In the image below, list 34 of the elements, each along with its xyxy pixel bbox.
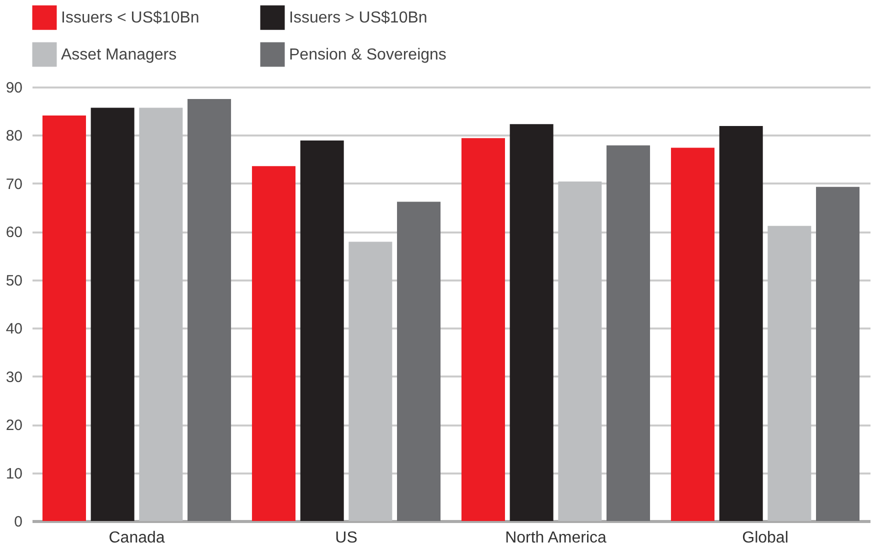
bar	[42, 115, 86, 521]
bar	[670, 148, 714, 521]
bar	[719, 126, 763, 521]
bar	[816, 186, 860, 521]
legend-label: Issuers > US$10Bn	[289, 10, 428, 27]
y-tick-label: 10	[6, 465, 22, 482]
legend-label: Pension & Sovereigns	[289, 46, 446, 64]
bar	[397, 202, 441, 521]
bar	[348, 242, 392, 521]
y-tick-label: 0	[14, 514, 22, 530]
bar	[606, 145, 650, 521]
y-tick-label: 80	[6, 128, 22, 145]
bar	[461, 138, 505, 521]
x-tick-label: Global	[742, 530, 788, 546]
x-tick-label: US	[335, 530, 358, 546]
y-tick-label: 60	[6, 224, 22, 242]
bar	[188, 99, 232, 521]
bar	[139, 108, 183, 521]
legend-label: Issuers < US$10Bn	[61, 10, 200, 27]
y-tick-label: 20	[6, 417, 22, 434]
bar	[768, 226, 812, 521]
x-tick-label: Canada	[108, 530, 165, 546]
bar	[90, 108, 134, 521]
y-tick-label: 30	[6, 368, 22, 386]
bar	[510, 124, 554, 521]
y-tick-label: 90	[6, 80, 22, 96]
y-tick-label: 50	[6, 272, 22, 290]
y-tick-label: 40	[6, 320, 22, 338]
y-tick-label: 70	[6, 176, 22, 193]
legend-label: Asset Managers	[61, 46, 177, 64]
x-tick-label: North America	[505, 530, 607, 546]
bar	[252, 166, 296, 521]
bar	[558, 182, 602, 521]
bar	[300, 140, 344, 521]
